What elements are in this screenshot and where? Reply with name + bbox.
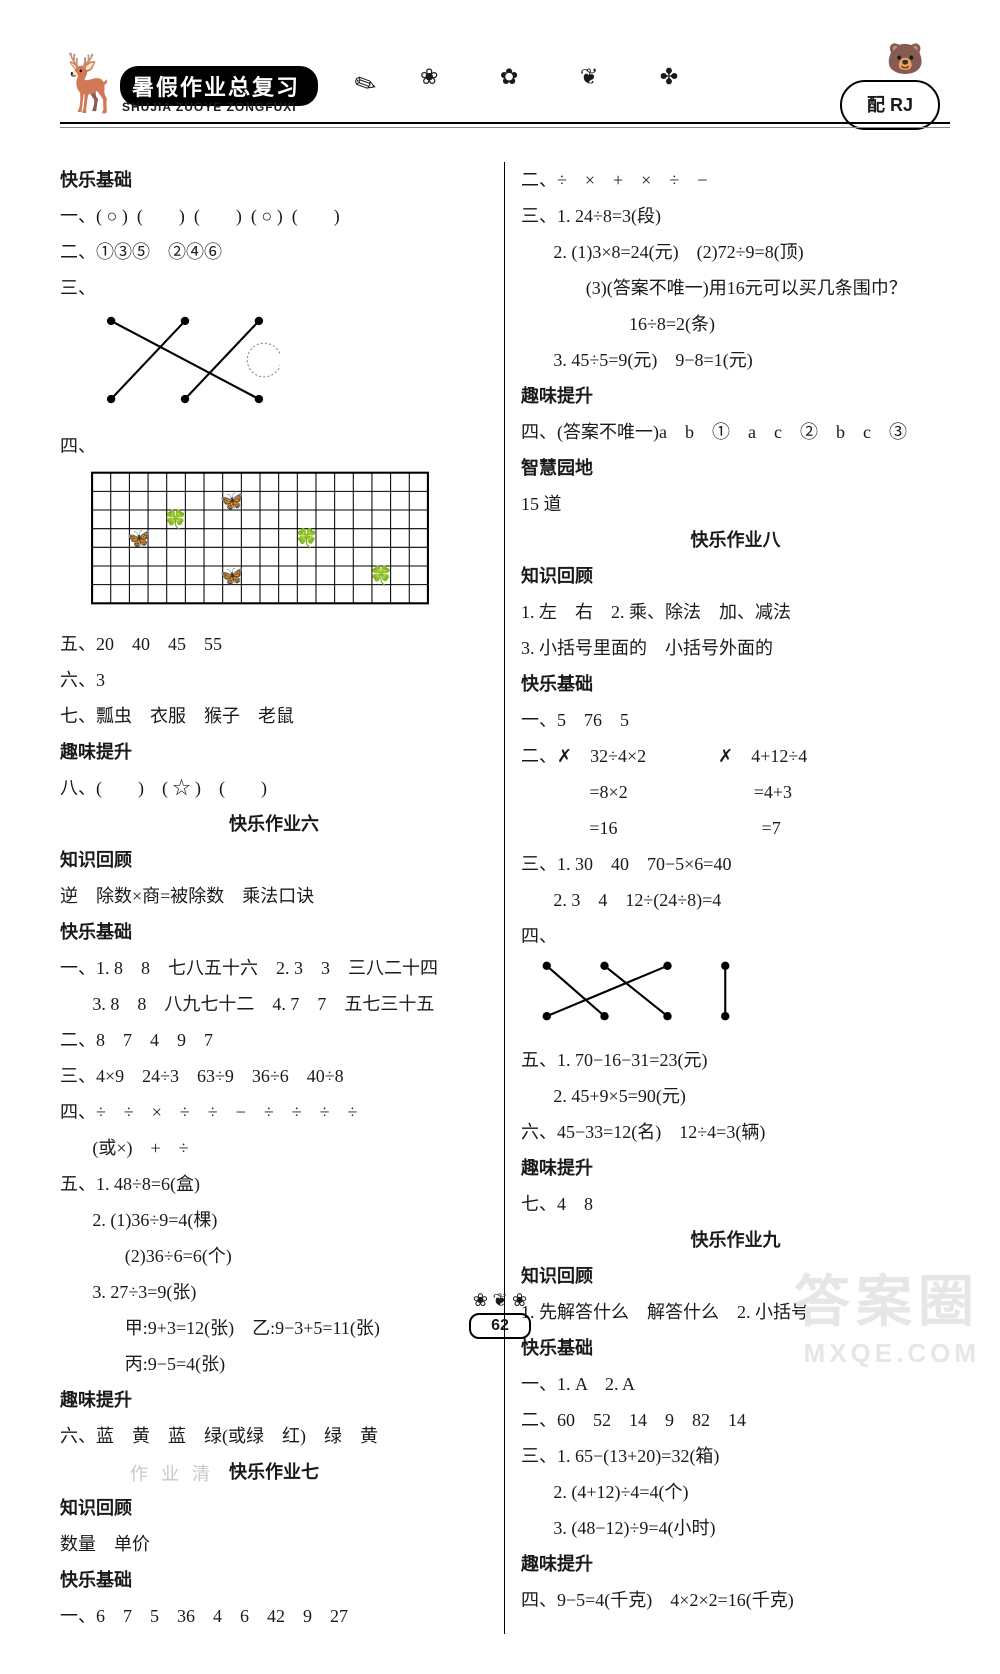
answer-line: 3. (48−12)÷9=4(小时) [521,1510,950,1546]
svg-text:🦋: 🦋 [220,491,243,512]
answer-line: 六、45−33=12(名) 12÷4=3(辆) [521,1114,950,1150]
answer-line: 三、1. 65−(13+20)=32(箱) [521,1438,950,1474]
answer-line: (3)(答案不唯一)用16元可以买几条围巾？ [521,270,950,306]
answer-line: 2. (4+12)÷4=4(个) [521,1474,950,1510]
answer-line: 1. 左 右 2. 乘、除法 加、减法 [521,594,950,630]
svg-text:🦋: 🦋 [127,529,150,550]
answer-line: 一、1. A 2. A [521,1366,950,1402]
bear-icon: 🐻 [887,42,924,77]
section-heading: 趣味提升 [521,378,950,414]
answer-line: 四、 [521,918,950,954]
page-header: 🦌 暑假作业总复习 SHUJIA ZUOYE ZONGFUXI ✎ ❀ ✿ ❦ … [60,60,950,150]
section-heading: 知识回顾 [60,1490,488,1526]
faint-watermark-text: 作 业 清 [130,1456,214,1492]
answer-line: 三、1. 30 40 70−5×6=40 [521,846,950,882]
answer-line: 丙:9−5=4(张) [60,1346,488,1382]
section-heading: 趣味提升 [60,1382,488,1418]
answer-line: 二、60 52 14 9 82 14 [521,1402,950,1438]
answer-line: 五、1. 48÷8=6(盒) [60,1166,488,1202]
answer-line: 2. (1)36÷9=4(棵) [60,1202,488,1238]
lesson-title: 快乐作业六 [60,806,488,842]
section-heading: 快乐基础 [60,1562,488,1598]
deer-icon: 🦌 [56,56,126,112]
answer-line: 四、÷ ÷ × ÷ ÷ − ÷ ÷ ÷ ÷ [60,1094,488,1130]
answer-line: 三、 [60,270,488,306]
answer-line: 四、(答案不唯一)a b ① a c ② b c ③ [521,414,950,450]
answer-line: 一、1. 8 8 七八五十六 2. 3 3 三八二十四 [60,950,488,986]
answer-line: 3. 8 8 八九七十二 4. 7 7 五七三十五 [60,986,488,1022]
answer-line: 三、1. 24÷8=3(段) [521,198,950,234]
answer-line: 二、÷ × + × ÷ − [521,162,950,198]
pencil-icon: ✎ [350,67,382,103]
section-heading: 快乐基础 [60,162,488,198]
answer-line: 六、3 [60,662,488,698]
answer-line: 二、①③⑤ ②④⑥ [60,234,488,270]
watermark: 答案圈 MXQE.COM [794,1257,980,1369]
section-heading: 趣味提升 [60,734,488,770]
answer-line: 七、瓢虫 衣服 猴子 老鼠 [60,698,488,734]
matching-figure-3 [90,310,488,422]
answer-line: =8×2 =4+3 [521,774,950,810]
answer-line: 五、1. 70−16−31=23(元) [521,1042,950,1078]
page: 🦌 暑假作业总复习 SHUJIA ZUOYE ZONGFUXI ✎ ❀ ✿ ❦ … [0,0,1000,1674]
answer-line: 3. 45÷5=9(元) 9−8=1(元) [521,342,950,378]
lesson-title: 快乐作业九 [521,1222,950,1258]
answer-line: 八、( ) ( ☆ ) ( ) [60,770,488,806]
grid-figure: 🦋 🍀 🦋 🍀 🦋 🍀 [90,468,488,620]
section-heading: 趣味提升 [521,1546,950,1582]
answer-line: 三、4×9 24÷3 63÷9 36÷6 40÷8 [60,1058,488,1094]
lesson-title: 快乐作业七 [60,1454,488,1490]
left-column: 快乐基础 一、( ○ ) ( ) ( ) ( ○ ) ( ) 二、①③⑤ ②④⑥… [60,162,505,1634]
right-column: 二、÷ × + × ÷ − 三、1. 24÷8=3(段) 2. (1)3×8=2… [505,162,950,1634]
lesson-title: 快乐作业八 [521,522,950,558]
watermark-line1: 答案圈 [794,1257,980,1338]
answer-line: (或×) + ÷ [60,1130,488,1166]
answer-line: 3. 小括号里面的 小括号外面的 [521,630,950,666]
header-rule [60,122,950,128]
section-heading: 知识回顾 [60,842,488,878]
section-heading: 快乐基础 [521,666,950,702]
matching-figure-4 [531,958,950,1036]
answer-line: (2)36÷6=6(个) [60,1238,488,1274]
answer-line: 四、 [60,428,488,464]
answer-line: 2. 45+9×5=90(元) [521,1078,950,1114]
svg-text:🍀: 🍀 [295,528,318,550]
doodle-icons: ❀ ✿ ❦ ✤ [420,64,706,90]
title-pinyin: SHUJIA ZUOYE ZONGFUXI [122,100,297,114]
svg-text:🍀: 🍀 [370,565,393,587]
answer-line: 六、蓝 黄 蓝 绿(或绿 红) 绿 黄 [60,1418,488,1454]
answer-line: 数量 单价 [60,1526,488,1562]
answer-line: 二、✗ 32÷4×2 ✗ 4+12÷4 [521,738,950,774]
answer-line: 一、( ○ ) ( ) ( ) ( ○ ) ( ) [60,198,488,234]
svg-text:🦋: 🦋 [220,566,243,587]
answer-line: 二、8 7 4 9 7 [60,1022,488,1058]
answer-line: 四、9−5=4(千克) 4×2×2=16(千克) [521,1582,950,1618]
answer-line: =16 =7 [521,810,950,846]
answer-line: 七、4 8 [521,1186,950,1222]
page-number: 62 [469,1313,531,1339]
answer-line: 一、6 7 5 36 4 6 42 9 27 [60,1598,488,1634]
section-heading: 快乐基础 [60,914,488,950]
section-heading: 知识回顾 [521,558,950,594]
svg-text:🍀: 🍀 [164,509,187,531]
answer-line: 一、5 76 5 [521,702,950,738]
section-heading: 智慧园地 [521,450,950,486]
section-heading: 趣味提升 [521,1150,950,1186]
answer-line: 16÷8=2(条) [521,306,950,342]
watermark-line2: MXQE.COM [794,1338,980,1369]
answer-line: 逆 除数×商=被除数 乘法口诀 [60,878,488,914]
answer-line: 五、20 40 45 55 [60,626,488,662]
two-column-layout: 快乐基础 一、( ○ ) ( ) ( ) ( ○ ) ( ) 二、①③⑤ ②④⑥… [60,162,950,1634]
answer-line: 2. 3 4 12÷(24÷8)=4 [521,882,950,918]
answer-line: 15 道 [521,486,950,522]
answer-line: 2. (1)3×8=24(元) (2)72÷9=8(顶) [521,234,950,270]
